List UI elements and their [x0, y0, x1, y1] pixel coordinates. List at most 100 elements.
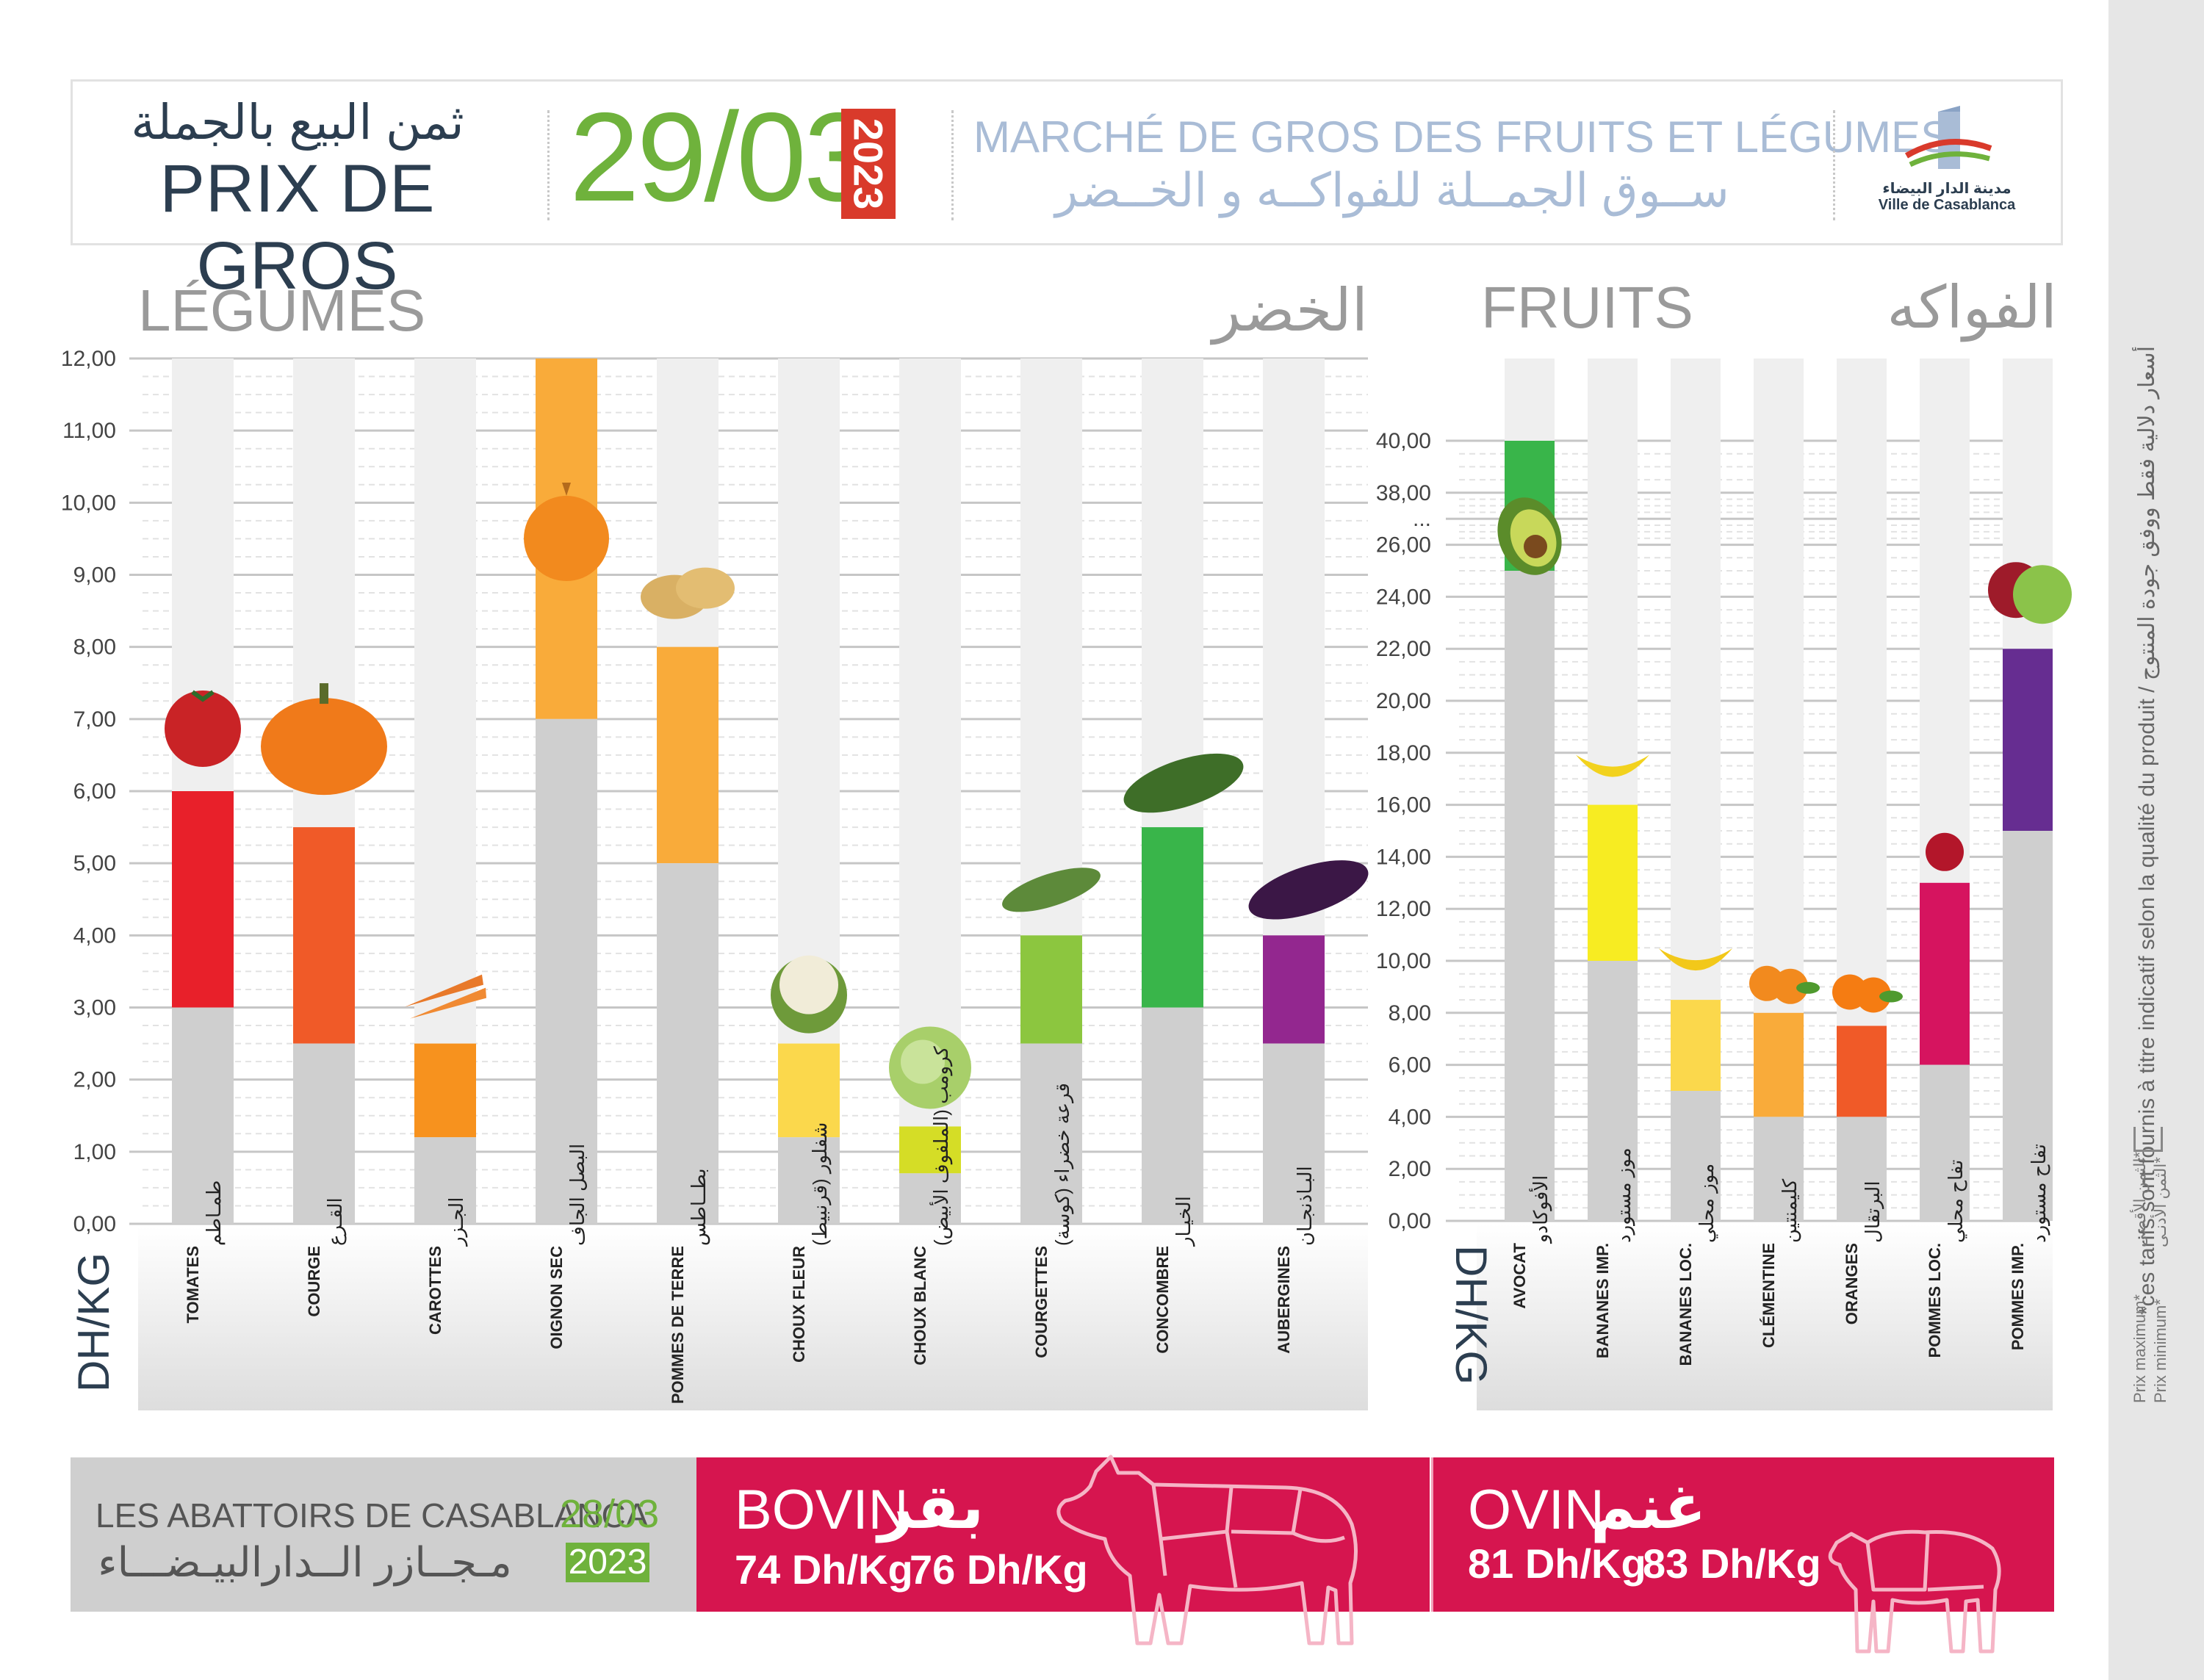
title-arabic: ثمن البيع بالجملة [131, 95, 464, 149]
legend-max-label-arabic: *الثمن الأقصى [2131, 1151, 2149, 1247]
bar-max-price [414, 1043, 476, 1138]
category-label-french: COURGETTES [1032, 1246, 1051, 1358]
category-label-arabic: موز محلي [1696, 1164, 1718, 1243]
category-label-french: BANANES IMP. [1593, 1243, 1612, 1358]
bar-min-price [2003, 831, 2053, 1221]
header-date: 29/03 [569, 87, 874, 228]
category-label-arabic: البصل الجاف [566, 1144, 588, 1246]
title-french: PRIX DE GROS [159, 151, 436, 303]
banana-icon [1659, 948, 1732, 971]
category-label-strip [138, 1227, 1368, 1410]
category-label-arabic: البرتقال [1862, 1180, 1884, 1243]
y-tick-label: 24,00 [1376, 585, 1431, 609]
category-label-french: CLÉMENTINE [1760, 1243, 1778, 1348]
category-label-arabic: الخيـار [1173, 1196, 1195, 1247]
onion-icon [524, 483, 609, 581]
bovin-label-arabic: بقر [878, 1472, 984, 1541]
category-label-arabic: شفلور (قرنبيط) [809, 1122, 832, 1246]
y-tick-label: 40,00 [1376, 429, 1431, 453]
y-tick-label: 6,00 [1389, 1053, 1431, 1078]
category-label-french: POMMES IMP. [2009, 1243, 2027, 1350]
header-year-badge: 2023 [841, 109, 896, 219]
category-label-arabic: القـرع [324, 1197, 347, 1246]
category-label-french: CAROTTES [426, 1246, 444, 1335]
category-label-french: CHOUX BLANC [911, 1246, 929, 1366]
bar-min-price [657, 863, 719, 1224]
bar-max-price [1588, 804, 1638, 961]
y-tick-label: 2,00 [73, 1068, 116, 1092]
header-divider [951, 110, 954, 220]
banana-icon [1576, 754, 1649, 777]
bar-max-price [1142, 827, 1203, 1008]
y-tick-label: 18,00 [1376, 741, 1431, 765]
y-axis-label: DH/KG [69, 1252, 118, 1392]
y-tick-label: 1,00 [73, 1140, 116, 1164]
abattoirs-title-arabic: مـجــازر الــدارالبيـضـــاء [98, 1539, 512, 1585]
y-tick-label: 4,00 [1389, 1105, 1431, 1129]
category-label-french: AUBERGINES [1275, 1246, 1293, 1354]
y-tick-label: 26,00 [1376, 533, 1431, 558]
potato-icon [641, 567, 735, 619]
category-label-arabic: بطــاطس [688, 1168, 710, 1246]
chart-title-french: FRUITS [1481, 275, 1693, 340]
y-tick-label: 8,00 [1389, 1001, 1431, 1025]
bar-min-price [1588, 961, 1638, 1221]
y-axis-label: DH/KG [1447, 1245, 1496, 1385]
bar-max-price [1020, 935, 1082, 1044]
zucchini-icon [1002, 868, 1101, 912]
category-label-french: OIGNON SEC [547, 1246, 566, 1349]
bar-max-price [657, 646, 719, 864]
header-divider [1833, 110, 1835, 220]
bar-min-price [414, 1137, 476, 1224]
sheep-icon [1828, 1529, 2001, 1654]
side-band [2108, 0, 2204, 1680]
category-label-french: COURGE [305, 1246, 323, 1317]
bar-max-price [1671, 1000, 1721, 1091]
chart-title-arabic: الفواكه [1887, 275, 2057, 342]
bar-min-price [1505, 571, 1555, 1221]
category-label-arabic: الأفوكادو [1528, 1175, 1552, 1244]
bar-min-price [172, 1007, 234, 1224]
bovin-label-french: BOVIN [735, 1479, 909, 1541]
y-tick-label: 7,00 [73, 707, 116, 732]
apples-icon [1988, 562, 2072, 624]
category-label-french: CHOUX FLEUR [790, 1246, 808, 1363]
bovin-price-min: 74 Dh/Kg [735, 1546, 913, 1593]
bar-max-price [1263, 935, 1325, 1044]
y-tick-label: 3,00 [73, 996, 116, 1020]
bar-min-price [1920, 1064, 1970, 1221]
y-tick-label: 20,00 [1376, 689, 1431, 713]
category-label-arabic: كليمنتين [1779, 1178, 1801, 1243]
bar-max-price [172, 791, 234, 1008]
category-label-arabic: موز مستورد [1613, 1147, 1635, 1243]
category-label-arabic: قرعة خضراء (كوسة) [1051, 1083, 1074, 1246]
cabbage-icon [889, 1026, 971, 1109]
category-label-french: AVOCAT [1510, 1242, 1529, 1308]
category-label-french: CONCOMBRE [1153, 1246, 1172, 1354]
bar-min-price [899, 1173, 961, 1224]
y-tick-label: 5,00 [73, 851, 116, 876]
cow-icon [1056, 1454, 1358, 1645]
carrot-icon [405, 974, 486, 1019]
bovin-price-max: 76 Dh/Kg [910, 1546, 1088, 1593]
y-tick-label: 0,00 [73, 1212, 116, 1236]
cauliflower-icon [771, 955, 847, 1034]
category-label-arabic: الجـزر [445, 1197, 468, 1247]
abattoirs-panel [71, 1457, 696, 1612]
bar-min-price [778, 1137, 840, 1224]
y-tick-label: 16,00 [1376, 793, 1431, 818]
ovin-price-max: 83 Dh/Kg [1643, 1540, 1821, 1587]
ovin-panel [1431, 1457, 2054, 1612]
y-tick-label: 9,00 [73, 563, 116, 588]
y-tick-label: 0,00 [1389, 1209, 1431, 1233]
legend-min-label: Prix minimum* [2151, 1299, 2169, 1403]
y-tick-label: 2,00 [1389, 1157, 1431, 1181]
chart-title-french: LÉGUMES [138, 278, 425, 343]
y-tick-label: 11,00 [62, 419, 116, 443]
y-tick-label: 4,00 [73, 923, 116, 948]
cucumber-icon [1123, 753, 1244, 813]
ovin-label-arabic: غنم [1591, 1472, 1707, 1541]
legend-bracket [2133, 1127, 2163, 1152]
category-label-arabic: تفاح مستورد [2028, 1144, 2050, 1243]
y-tick-label: 38,00 [1376, 481, 1431, 505]
